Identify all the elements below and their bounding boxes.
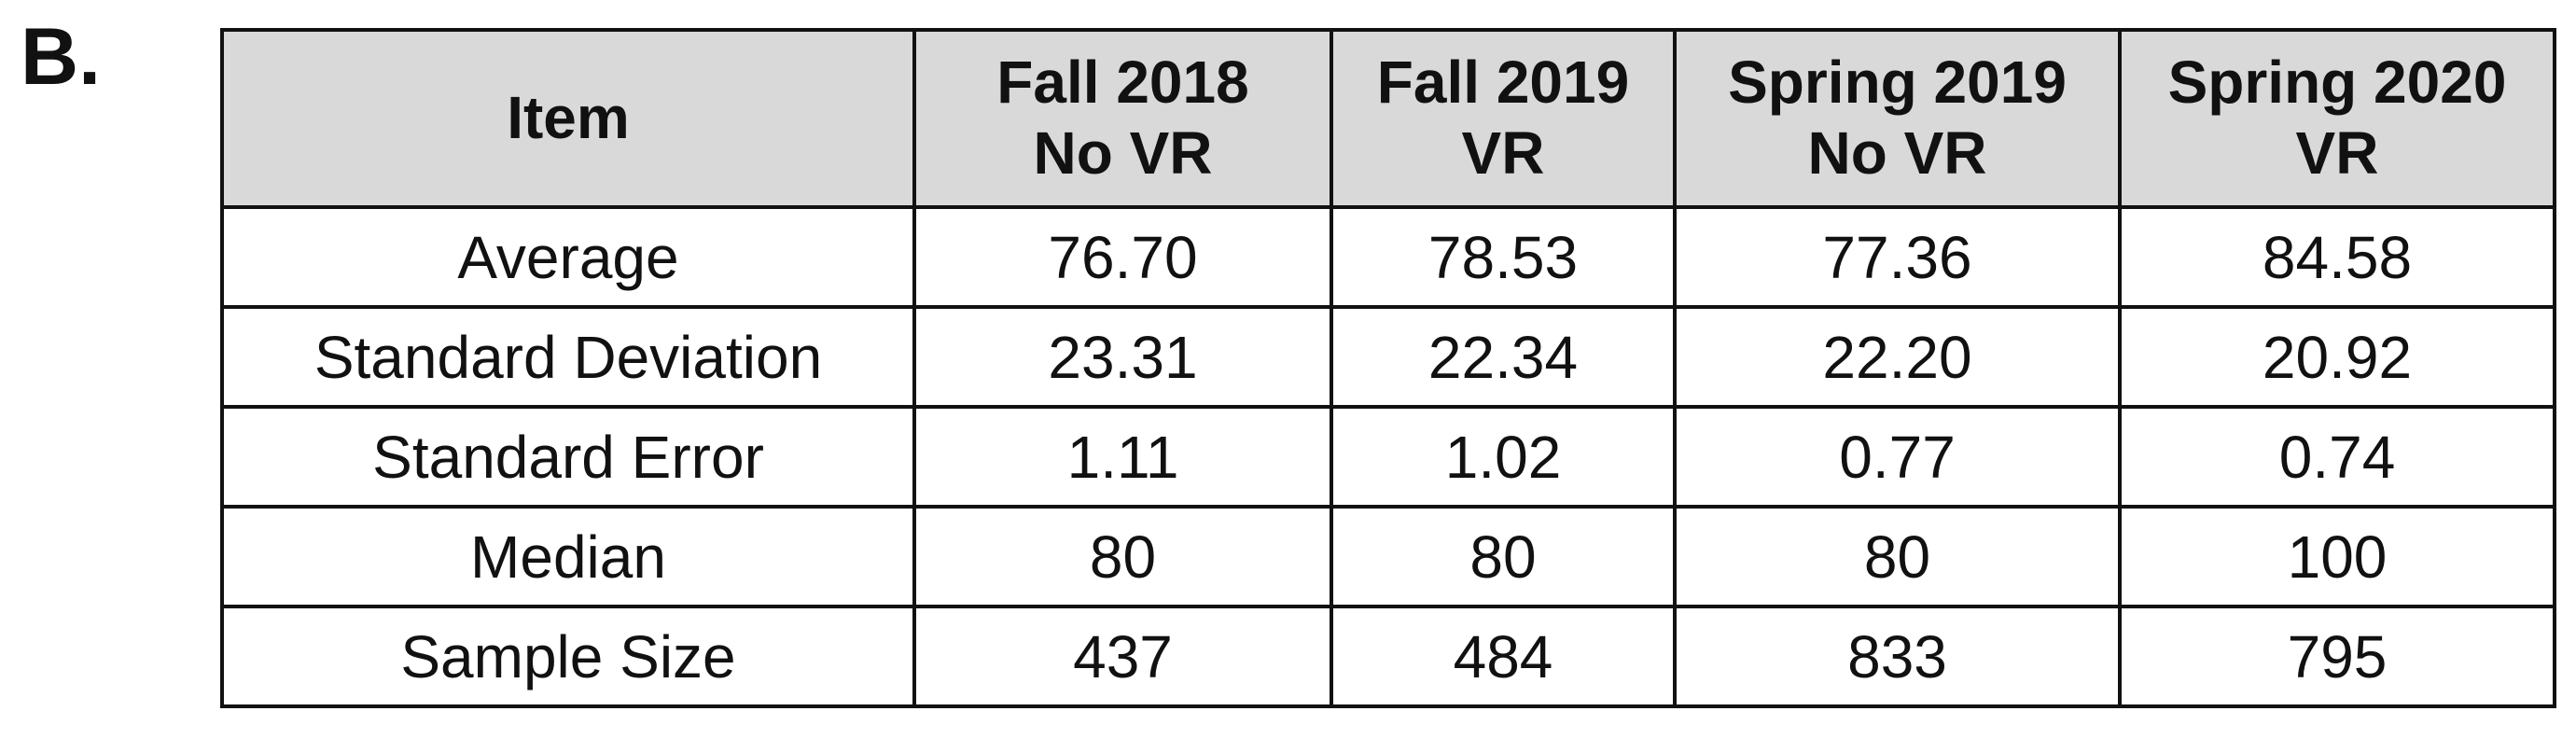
value-cell: 22.20 [1673,305,2122,409]
header-row: Item Fall 2018 No VR Fall 2019 VR Spring… [220,28,2556,209]
table-row: Standard Deviation 23.31 22.34 22.20 20.… [220,305,2556,409]
row-label-cell: Standard Deviation [220,305,916,409]
header-line: No VR [1807,119,1987,187]
header-line: Fall 2018 [996,49,1249,117]
value-cell: 22.34 [1330,305,1677,409]
row-label-cell: Sample Size [220,605,916,708]
value-cell: 80 [1673,505,2122,608]
header-line: No VR [1033,119,1213,187]
header-line: Item [507,84,630,152]
header-item: Item [220,28,916,209]
header-fall-2019: Fall 2019 VR [1330,28,1677,209]
header-line: Spring 2019 [1728,49,2067,117]
value-cell: 1.02 [1330,405,1677,509]
value-cell: 0.74 [2118,405,2556,509]
table-row: Standard Error 1.11 1.02 0.77 0.74 [220,405,2556,509]
panel-label: B. [21,12,101,102]
header-spring-2019: Spring 2019 No VR [1673,28,2122,209]
value-cell: 77.36 [1673,205,2122,309]
value-cell: 1.11 [912,405,1333,509]
value-cell: 84.58 [2118,205,2556,309]
row-label-cell: Average [220,205,916,309]
value-cell: 484 [1330,605,1677,708]
row-label-cell: Median [220,505,916,608]
header-fall-2018: Fall 2018 No VR [912,28,1333,209]
header-line: VR [1461,119,1545,187]
value-cell: 76.70 [912,205,1333,309]
header-line: VR [2295,119,2379,187]
statistics-table: Item Fall 2018 No VR Fall 2019 VR Spring… [220,28,2556,708]
value-cell: 80 [912,505,1333,608]
value-cell: 20.92 [2118,305,2556,409]
row-label-cell: Standard Error [220,405,916,509]
value-cell: 100 [2118,505,2556,608]
value-cell: 795 [2118,605,2556,708]
header-line: Fall 2019 [1376,49,1630,117]
value-cell: 0.77 [1673,405,2122,509]
header-spring-2020: Spring 2020 VR [2118,28,2556,209]
value-cell: 833 [1673,605,2122,708]
table-row: Average 76.70 78.53 77.36 84.58 [220,205,2556,309]
table-row: Median 80 80 80 100 [220,505,2556,608]
value-cell: 78.53 [1330,205,1677,309]
table-row: Sample Size 437 484 833 795 [220,605,2556,708]
header-line: Spring 2020 [2167,49,2507,117]
value-cell: 80 [1330,505,1677,608]
value-cell: 23.31 [912,305,1333,409]
value-cell: 437 [912,605,1333,708]
